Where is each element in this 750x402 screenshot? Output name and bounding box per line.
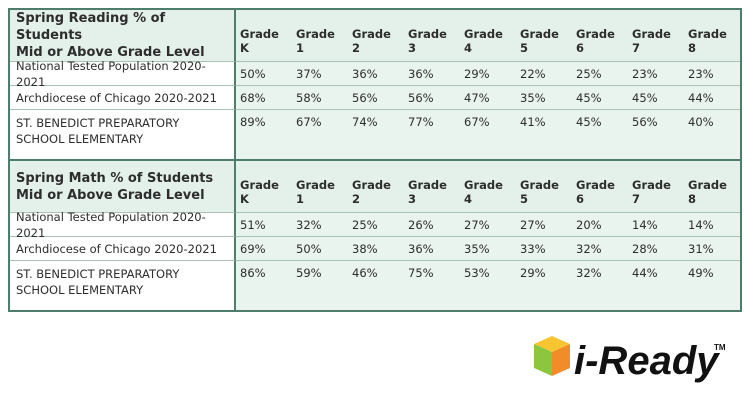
row-label: ST. BENEDICT PREPARATORY SCHOOL ELEMENTA… bbox=[10, 110, 236, 159]
column-header: Grade 8 bbox=[684, 161, 740, 213]
cell-value: 44% bbox=[628, 261, 684, 310]
cell-value: 56% bbox=[348, 86, 404, 110]
cell-value: 46% bbox=[348, 261, 404, 310]
cell-value: 56% bbox=[628, 110, 684, 159]
cube-right bbox=[552, 344, 570, 376]
cell-value: 67% bbox=[292, 110, 348, 159]
cell-value: 38% bbox=[348, 237, 404, 261]
cell-value: 59% bbox=[292, 261, 348, 310]
row-label: ST. BENEDICT PREPARATORY SCHOOL ELEMENTA… bbox=[10, 261, 236, 310]
column-header: Grade 2 bbox=[348, 10, 404, 62]
cell-value: 47% bbox=[460, 86, 516, 110]
table-title: Spring Reading % of Students Mid or Above… bbox=[10, 10, 236, 62]
column-header: Grade 3 bbox=[404, 10, 460, 62]
cell-value: 86% bbox=[236, 261, 292, 310]
cell-value: 50% bbox=[292, 237, 348, 261]
cell-value: 35% bbox=[460, 237, 516, 261]
column-header: Grade 4 bbox=[460, 161, 516, 213]
cube-left bbox=[534, 344, 552, 376]
cell-value: 29% bbox=[516, 261, 572, 310]
row-label: National Tested Population 2020-2021 bbox=[10, 210, 236, 240]
cell-value: 45% bbox=[572, 110, 628, 159]
cell-value: 20% bbox=[572, 213, 628, 237]
cell-value: 56% bbox=[404, 86, 460, 110]
cell-value: 27% bbox=[516, 213, 572, 237]
column-header: Grade 6 bbox=[572, 161, 628, 213]
logo-name: i-Ready bbox=[574, 339, 720, 383]
column-header: Grade 5 bbox=[516, 161, 572, 213]
column-header: Grade 2 bbox=[348, 161, 404, 213]
column-header: Grade 8 bbox=[684, 10, 740, 62]
column-header: Grade 1 bbox=[292, 161, 348, 213]
table-section: Spring Reading % of Students Mid or Above… bbox=[10, 10, 740, 159]
cell-value: 74% bbox=[348, 110, 404, 159]
cell-value: 25% bbox=[348, 213, 404, 237]
table-section: Spring Math % of Students Mid or Above Gr… bbox=[10, 159, 740, 310]
cell-value: 45% bbox=[628, 86, 684, 110]
cell-value: 32% bbox=[572, 261, 628, 310]
cell-value: 44% bbox=[684, 86, 740, 110]
cell-value: 89% bbox=[236, 110, 292, 159]
cell-value: 77% bbox=[404, 110, 460, 159]
cell-value: 75% bbox=[404, 261, 460, 310]
cell-value: 28% bbox=[628, 237, 684, 261]
trademark: TM bbox=[714, 343, 726, 352]
cell-value: 27% bbox=[460, 213, 516, 237]
logo: i-Ready TM bbox=[534, 336, 726, 383]
cell-value: 14% bbox=[628, 213, 684, 237]
cell-value: 41% bbox=[516, 110, 572, 159]
tables: Spring Reading % of Students Mid or Above… bbox=[8, 8, 742, 312]
cell-value: 37% bbox=[292, 62, 348, 86]
column-header: Grade 4 bbox=[460, 10, 516, 62]
column-header: Grade K bbox=[236, 161, 292, 213]
title-line: Spring Reading % of Students bbox=[16, 11, 166, 43]
cell-value: 49% bbox=[684, 261, 740, 310]
cell-value: 32% bbox=[572, 237, 628, 261]
row-label: Archdiocese of Chicago 2020-2021 bbox=[10, 237, 236, 261]
cell-value: 36% bbox=[404, 237, 460, 261]
cell-value: 32% bbox=[292, 213, 348, 237]
cell-value: 50% bbox=[236, 62, 292, 86]
cell-value: 67% bbox=[460, 110, 516, 159]
cell-value: 29% bbox=[460, 62, 516, 86]
column-header: Grade K bbox=[236, 10, 292, 62]
cell-value: 36% bbox=[348, 62, 404, 86]
title-line: Spring Math % of Students bbox=[16, 170, 214, 186]
cell-value: 22% bbox=[516, 62, 572, 86]
cell-value: 40% bbox=[684, 110, 740, 159]
row-label: National Tested Population 2020-2021 bbox=[10, 59, 236, 89]
title-line: Mid or Above Grade Level bbox=[16, 45, 205, 60]
cell-value: 23% bbox=[684, 62, 740, 86]
cell-value: 14% bbox=[684, 213, 740, 237]
cell-value: 31% bbox=[684, 237, 740, 261]
row-label: Archdiocese of Chicago 2020-2021 bbox=[10, 86, 236, 110]
cell-value: 45% bbox=[572, 86, 628, 110]
cell-value: 36% bbox=[404, 62, 460, 86]
column-header: Grade 5 bbox=[516, 10, 572, 62]
column-header: Grade 7 bbox=[628, 10, 684, 62]
cell-value: 58% bbox=[292, 86, 348, 110]
cell-value: 53% bbox=[460, 261, 516, 310]
cell-value: 33% bbox=[516, 237, 572, 261]
cell-value: 25% bbox=[572, 62, 628, 86]
column-header: Grade 7 bbox=[628, 161, 684, 213]
column-header: Grade 6 bbox=[572, 10, 628, 62]
title-line: Mid or Above Grade Level bbox=[16, 187, 205, 203]
cell-value: 68% bbox=[236, 86, 292, 110]
cell-value: 35% bbox=[516, 86, 572, 110]
table-title: Spring Math % of Students Mid or Above Gr… bbox=[10, 161, 236, 213]
column-header: Grade 3 bbox=[404, 161, 460, 213]
cell-value: 69% bbox=[236, 237, 292, 261]
cell-value: 51% bbox=[236, 213, 292, 237]
column-header: Grade 1 bbox=[292, 10, 348, 62]
cell-value: 26% bbox=[404, 213, 460, 237]
cell-value: 23% bbox=[628, 62, 684, 86]
